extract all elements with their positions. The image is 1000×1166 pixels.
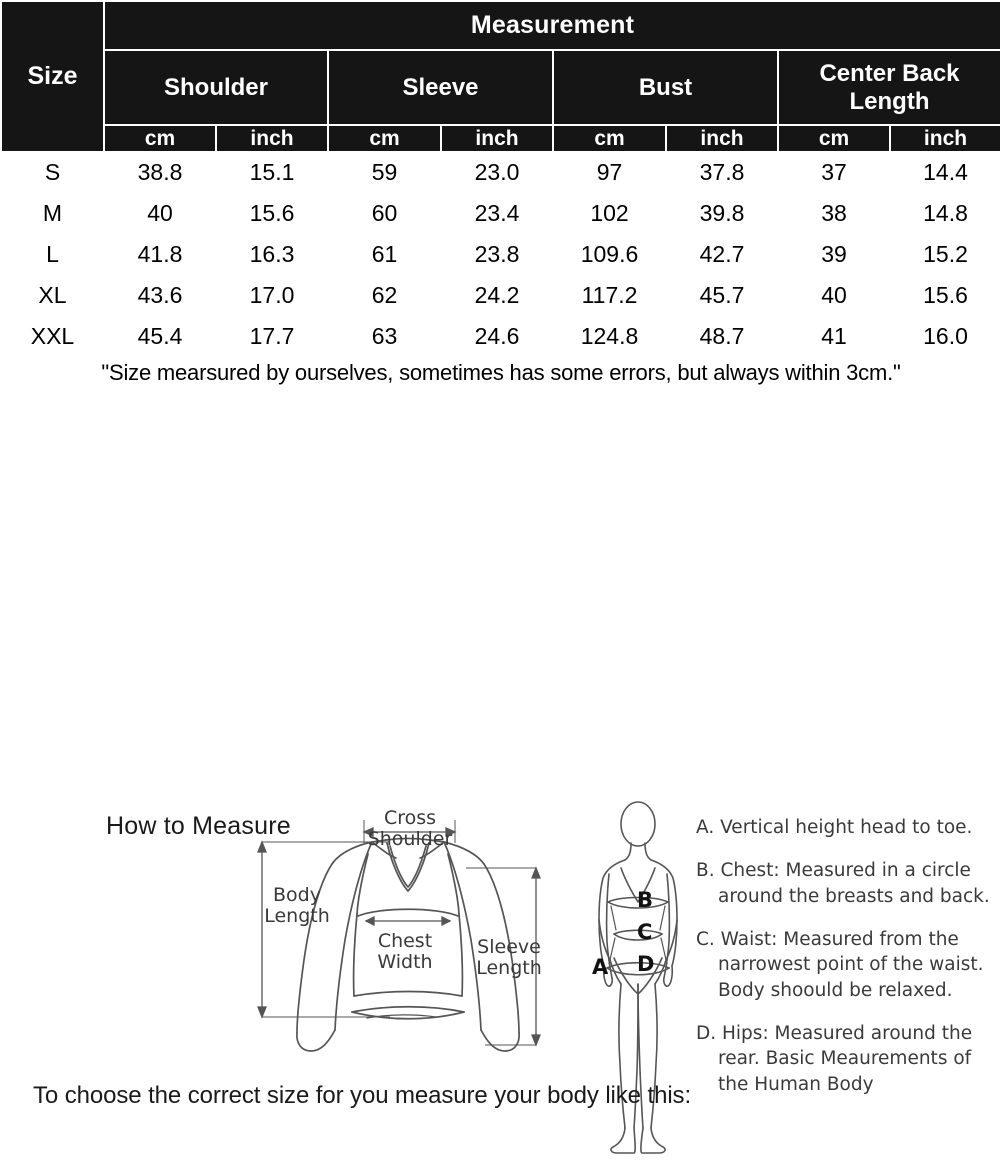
cell-cbl-cm: 39 xyxy=(777,233,891,276)
row-size-label: M xyxy=(0,192,105,235)
header-unit-cbl-inch: inch xyxy=(889,124,1000,153)
cell-sleeve-inch: 23.4 xyxy=(440,192,554,235)
cell-sleeve-inch: 23.0 xyxy=(440,151,554,194)
cell-cbl-cm: 40 xyxy=(777,274,891,317)
cell-shoulder-inch: 15.6 xyxy=(215,192,329,235)
cell-shoulder-inch: 17.0 xyxy=(215,274,329,317)
header-cell-shoulder: Shoulder xyxy=(103,49,329,126)
body-figure-icon xyxy=(598,801,678,1154)
cell-cbl-cm: 37 xyxy=(777,151,891,194)
size-note: "Size mearsured by ourselves, sometimes … xyxy=(0,356,1000,390)
description-c: C. Waist: Measured from the narrowest po… xyxy=(696,929,984,1001)
cell-shoulder-cm: 45.4 xyxy=(103,315,217,358)
cell-sleeve-inch: 23.8 xyxy=(440,233,554,276)
row-size-label: L xyxy=(0,233,105,276)
label-body-length: Body Length xyxy=(264,884,330,928)
cell-bust-inch: 37.8 xyxy=(665,151,779,194)
cell-sleeve-cm: 60 xyxy=(327,192,442,235)
cell-bust-inch: 42.7 xyxy=(665,233,779,276)
cell-bust-cm: 124.8 xyxy=(552,315,667,358)
cell-cbl-inch: 15.6 xyxy=(889,274,1000,317)
size-choice-caption: To choose the correct size for you measu… xyxy=(33,1082,692,1109)
body-label-c: C xyxy=(637,920,653,944)
header-cell-sleeve: Sleeve xyxy=(327,49,554,126)
label-sleeve-length: Sleeve Length xyxy=(476,936,542,980)
cell-cbl-inch: 14.4 xyxy=(889,151,1000,194)
cell-cbl-cm: 41 xyxy=(777,315,891,358)
table-row: L 41.8 16.3 61 23.8 109.6 42.7 39 15.2 xyxy=(0,233,1000,276)
header-unit-bust-cm: cm xyxy=(552,124,667,153)
header-cell-center-back-length: Center Back Length xyxy=(777,49,1000,126)
cell-cbl-cm: 38 xyxy=(777,192,891,235)
description-a: A. Vertical height head to toe. xyxy=(696,817,973,838)
table-header: Size Measurement Shoulder Sleeve Bust Ce… xyxy=(0,0,1000,153)
label-cross-shoulder: Cross Shoulder xyxy=(367,807,453,851)
cell-shoulder-cm: 40 xyxy=(103,192,217,235)
body-label-a: A xyxy=(592,955,609,979)
cell-shoulder-cm: 43.6 xyxy=(103,274,217,317)
table-row: M 40 15.6 60 23.4 102 39.8 38 14.8 xyxy=(0,192,1000,235)
header-unit-bust-inch: inch xyxy=(665,124,779,153)
cell-shoulder-inch: 15.1 xyxy=(215,151,329,194)
header-unit-sleeve-cm: cm xyxy=(327,124,442,153)
row-size-label: XL xyxy=(0,274,105,317)
table-row: XL 43.6 17.0 62 24.2 117.2 45.7 40 15.6 xyxy=(0,274,1000,317)
cell-shoulder-inch: 16.3 xyxy=(215,233,329,276)
cell-sleeve-cm: 61 xyxy=(327,233,442,276)
table-body: S 38.8 15.1 59 23.0 97 37.8 37 14.4 M 40… xyxy=(0,151,1000,390)
how-to-measure-section: How to Measure xyxy=(0,390,1000,1154)
cell-bust-cm: 102 xyxy=(552,192,667,235)
cell-sleeve-cm: 59 xyxy=(327,151,442,194)
cell-cbl-inch: 14.8 xyxy=(889,192,1000,235)
table-row: XXL 45.4 17.7 63 24.6 124.8 48.7 41 16.0 xyxy=(0,315,1000,358)
cell-shoulder-inch: 17.7 xyxy=(215,315,329,358)
body-label-d: D xyxy=(637,952,655,976)
measurement-descriptions: A. Vertical height head to toe. B. Chest… xyxy=(696,815,996,1097)
header-row-groups: Shoulder Sleeve Bust Center Back Length xyxy=(1,49,1000,126)
header-cell-bust: Bust xyxy=(552,49,779,126)
cell-sleeve-inch: 24.6 xyxy=(440,315,554,358)
table-row: S 38.8 15.1 59 23.0 97 37.8 37 14.4 xyxy=(0,151,1000,194)
cell-sleeve-cm: 63 xyxy=(327,315,442,358)
header-cell-measurement: Measurement xyxy=(103,0,1000,51)
cell-shoulder-cm: 41.8 xyxy=(103,233,217,276)
cell-bust-cm: 97 xyxy=(552,151,667,194)
header-unit-shoulder-cm: cm xyxy=(103,124,217,153)
row-size-label: XXL xyxy=(0,315,105,358)
size-chart-table: Size Measurement Shoulder Sleeve Bust Ce… xyxy=(0,0,1000,390)
header-row-measurement: Size Measurement xyxy=(0,0,1000,153)
cell-sleeve-cm: 62 xyxy=(327,274,442,317)
body-label-b: B xyxy=(637,888,654,912)
header-row-units: cm inch cm inch cm inch cm inch xyxy=(1,124,1000,153)
row-size-label: S xyxy=(0,151,105,194)
table-note-row: "Size mearsured by ourselves, sometimes … xyxy=(0,356,1000,390)
header-cell-size: Size xyxy=(0,0,105,153)
cell-sleeve-inch: 24.2 xyxy=(440,274,554,317)
cell-cbl-inch: 15.2 xyxy=(889,233,1000,276)
header-unit-shoulder-inch: inch xyxy=(215,124,329,153)
header-unit-sleeve-inch: inch xyxy=(440,124,554,153)
cell-bust-cm: 109.6 xyxy=(552,233,667,276)
cell-bust-cm: 117.2 xyxy=(552,274,667,317)
cell-shoulder-cm: 38.8 xyxy=(103,151,217,194)
cell-bust-inch: 39.8 xyxy=(665,192,779,235)
cell-bust-inch: 45.7 xyxy=(665,274,779,317)
cell-bust-inch: 48.7 xyxy=(665,315,779,358)
description-b: B. Chest: Measured in a circle around th… xyxy=(696,860,990,907)
size-chart-section: Size Measurement Shoulder Sleeve Bust Ce… xyxy=(0,0,1000,390)
header-unit-cbl-cm: cm xyxy=(777,124,891,153)
description-d: D. Hips: Measured around the rear. Basic… xyxy=(696,1023,973,1095)
cell-cbl-inch: 16.0 xyxy=(889,315,1000,358)
label-chest-width: Chest Width xyxy=(377,930,433,974)
